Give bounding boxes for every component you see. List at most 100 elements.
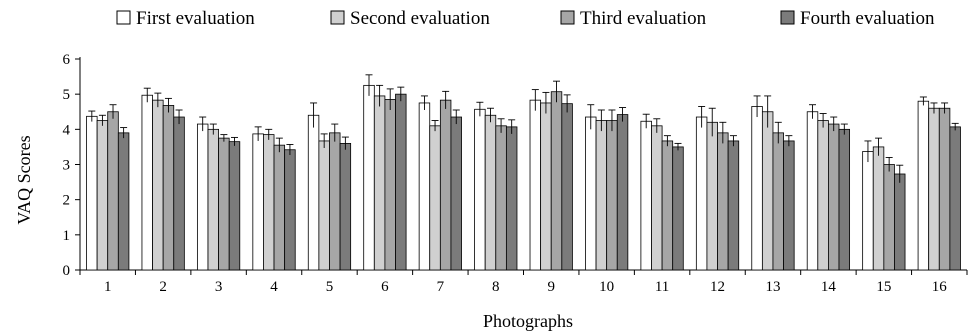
x-axis-title: Photographs (483, 311, 573, 331)
bar (595, 120, 608, 271)
bar (585, 116, 597, 271)
bar (640, 120, 652, 271)
legend-swatch (330, 10, 345, 25)
bar (207, 128, 219, 271)
bar (540, 102, 552, 271)
x-tick-label: 2 (159, 279, 167, 295)
bar (284, 149, 296, 271)
legend-swatch (116, 10, 131, 25)
bar (651, 125, 663, 271)
x-tick-label: 14 (821, 279, 837, 295)
legend-label: First evaluation (136, 8, 255, 29)
bar (228, 141, 241, 271)
bar (806, 111, 819, 271)
x-tick-label: 15 (876, 279, 891, 295)
y-axis-title: VAQ Scores (14, 135, 34, 224)
bar (894, 173, 906, 271)
bar (838, 128, 851, 271)
x-tick-label: 4 (270, 279, 278, 295)
bar (373, 95, 386, 271)
bar (817, 120, 829, 271)
x-tick-label: 16 (932, 279, 948, 295)
x-tick-label: 8 (492, 279, 500, 295)
x-tick-label: 3 (215, 279, 223, 295)
bar (96, 120, 109, 271)
bar (706, 121, 718, 271)
bar (672, 146, 684, 271)
bar (263, 134, 275, 271)
bar (173, 116, 185, 271)
bar (418, 102, 431, 271)
y-tick-label: 6 (63, 52, 71, 68)
legend-swatch (780, 10, 795, 25)
bar (363, 84, 375, 271)
bar (495, 125, 507, 271)
bar (107, 111, 119, 271)
x-tick-label: 13 (765, 279, 780, 295)
bar (196, 123, 209, 271)
y-tick-label: 5 (63, 87, 71, 103)
bar (928, 107, 940, 271)
bar (450, 116, 462, 271)
bar (938, 107, 951, 271)
legend-label: Third evaluation (580, 8, 707, 29)
legend: First evaluation Second evaluation Third e… (116, 8, 935, 29)
x-tick-label: 7 (437, 279, 445, 295)
bar (561, 103, 573, 271)
bar (162, 105, 175, 271)
bar (949, 126, 961, 271)
legend-label: Second evaluation (350, 8, 490, 29)
bar (828, 123, 840, 271)
bar (661, 140, 674, 271)
bar (474, 108, 486, 271)
bar (772, 132, 784, 271)
bar (395, 93, 407, 271)
x-tick-label: 6 (381, 279, 389, 295)
y-tick-label: 0 (63, 263, 71, 279)
bar (152, 99, 164, 271)
legend-label: Fourth evaluation (800, 8, 935, 29)
bar (484, 114, 497, 271)
bar (883, 164, 895, 271)
bar (606, 120, 618, 271)
bar (273, 144, 286, 271)
bar (505, 126, 518, 271)
bar (695, 116, 708, 271)
x-tick-label: 12 (710, 279, 725, 295)
bar (429, 125, 441, 271)
bar (252, 133, 264, 271)
bar (783, 140, 795, 271)
bar (117, 132, 130, 271)
bar (141, 94, 153, 271)
bar (751, 106, 763, 271)
bar (218, 137, 230, 271)
bar (727, 140, 740, 271)
y-tick-label: 3 (63, 158, 71, 174)
bar (329, 132, 341, 271)
x-tick-label: 5 (326, 279, 334, 295)
bar (384, 99, 396, 271)
y-tick-label: 2 (63, 193, 71, 209)
x-tick-label: 11 (655, 279, 669, 295)
bar (717, 132, 729, 271)
y-tick-label: 4 (63, 122, 71, 138)
bar (917, 100, 930, 271)
bar (339, 142, 352, 271)
x-tick-label: 9 (547, 279, 555, 295)
x-tick-label: 10 (599, 279, 614, 295)
bar (439, 99, 452, 271)
bar (529, 99, 542, 271)
bar (86, 115, 98, 271)
bar (318, 140, 330, 271)
legend-swatch (560, 10, 575, 25)
bar (550, 91, 563, 271)
bar (872, 146, 885, 271)
bar (616, 114, 629, 271)
bar (862, 151, 874, 271)
bar (761, 111, 774, 271)
y-tick-label: 1 (63, 228, 71, 244)
bar (307, 114, 320, 271)
x-tick-label: 1 (104, 279, 112, 295)
